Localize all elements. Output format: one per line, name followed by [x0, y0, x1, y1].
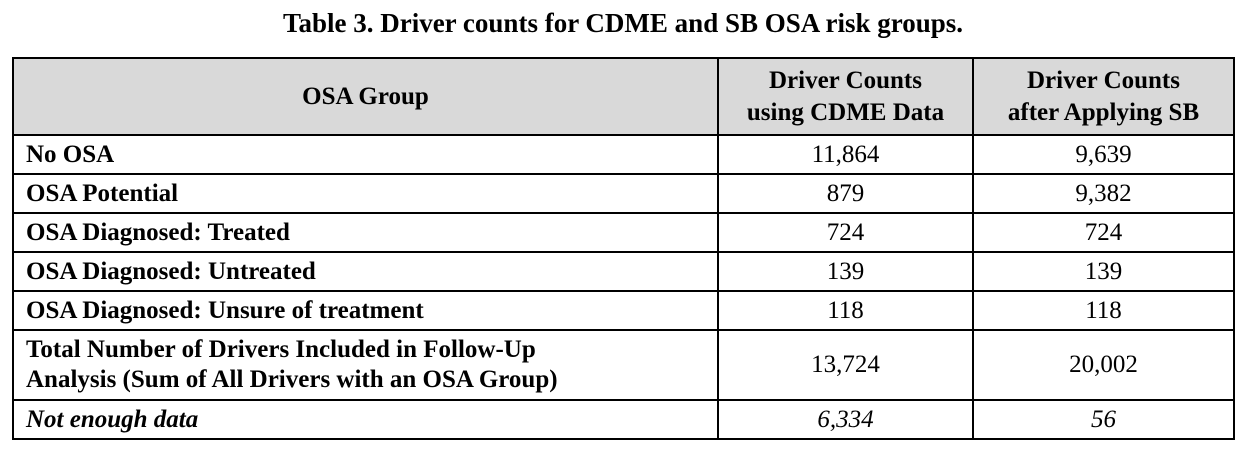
row-group-label: Not enough data: [12, 399, 719, 440]
header-sb-counts: Driver Counts after Applying SB: [972, 57, 1235, 136]
total-sb-count: 20,002: [972, 329, 1235, 401]
row-sb-count: 56: [972, 399, 1235, 440]
table-caption: Table 3. Driver counts for CDME and SB O…: [282, 8, 964, 38]
header-cdme-line2: using CDME Data: [746, 98, 945, 126]
row-sb-count: 9,382: [972, 173, 1235, 214]
header-cdme-counts: Driver Counts using CDME Data: [717, 57, 974, 136]
table-row: OSA Potential 879 9,382: [12, 173, 1235, 214]
total-row: Total Number of Drivers Included in Foll…: [12, 329, 1235, 401]
header-sb-line1: Driver Counts: [1026, 66, 1180, 94]
row-cdme-count: 724: [717, 212, 974, 253]
row-group-label: OSA Potential: [12, 173, 719, 214]
row-cdme-count: 139: [717, 251, 974, 292]
driver-counts-table: OSA Group Driver Counts using CDME Data …: [12, 57, 1235, 440]
row-sb-count: 139: [972, 251, 1235, 292]
row-group-label: OSA Diagnosed: Unsure of treatment: [12, 290, 719, 331]
total-cdme-count: 13,724: [717, 329, 974, 401]
header-row: OSA Group Driver Counts using CDME Data …: [12, 57, 1235, 136]
row-sb-count: 9,639: [972, 134, 1235, 175]
row-group-label: OSA Diagnosed: Untreated: [12, 251, 719, 292]
table-row: OSA Diagnosed: Treated 724 724: [12, 212, 1235, 253]
row-sb-count: 724: [972, 212, 1235, 253]
not-enough-data-row: Not enough data 6,334 56: [12, 399, 1235, 440]
total-row-label: Total Number of Drivers Included in Foll…: [12, 329, 719, 401]
header-osa-group: OSA Group: [12, 57, 719, 136]
row-cdme-count: 11,864: [717, 134, 974, 175]
row-sb-count: 118: [972, 290, 1235, 331]
total-label-line2: Analysis (Sum of All Drivers with an OSA…: [26, 366, 558, 393]
table-row: OSA Diagnosed: Unsure of treatment 118 1…: [12, 290, 1235, 331]
row-group-label: OSA Diagnosed: Treated: [12, 212, 719, 253]
table-row: OSA Diagnosed: Untreated 139 139: [12, 251, 1235, 292]
row-group-label: No OSA: [12, 134, 719, 175]
header-sb-line2: after Applying SB: [1007, 98, 1200, 126]
total-label-line1: Total Number of Drivers Included in Foll…: [26, 336, 536, 363]
header-cdme-line1: Driver Counts: [768, 66, 922, 94]
row-cdme-count: 6,334: [717, 399, 974, 440]
table-row: No OSA 11,864 9,639: [12, 134, 1235, 175]
row-cdme-count: 879: [717, 173, 974, 214]
row-cdme-count: 118: [717, 290, 974, 331]
